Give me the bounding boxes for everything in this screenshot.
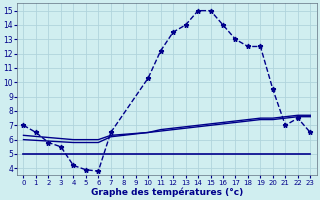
- X-axis label: Graphe des températures (°c): Graphe des températures (°c): [91, 187, 243, 197]
